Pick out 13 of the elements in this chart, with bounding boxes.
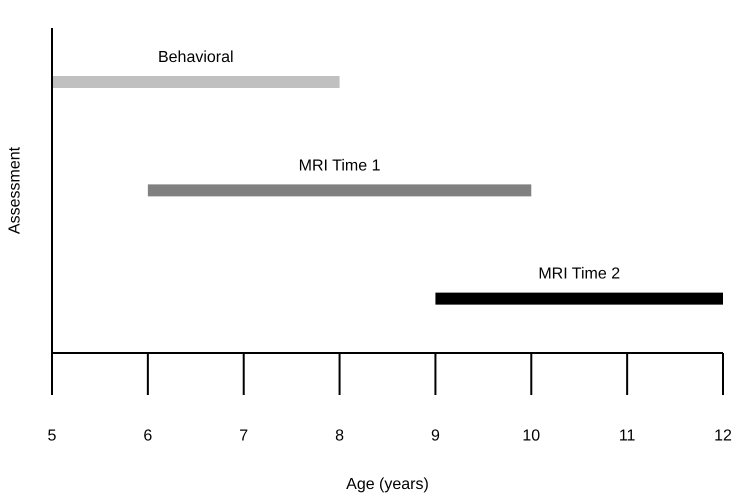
x-tick-label: 8 (335, 427, 344, 444)
y-tick-label: MRI Time 1 (298, 157, 381, 174)
x-tick-label: 5 (48, 427, 57, 444)
y-tick-label: Behavioral (158, 49, 234, 66)
x-tick-label: 11 (618, 427, 636, 444)
x-tick-label: 9 (430, 427, 440, 444)
x-tick-label: 7 (239, 427, 248, 444)
x-tick-label: 6 (143, 427, 152, 444)
x-tick-label: 12 (714, 427, 732, 444)
x-axis-title: Age (years) (346, 476, 429, 493)
x-tick-label: 10 (522, 427, 540, 444)
y-tick-label: MRI Time 2 (538, 266, 620, 283)
y-axis-title: Assessment (6, 146, 24, 234)
